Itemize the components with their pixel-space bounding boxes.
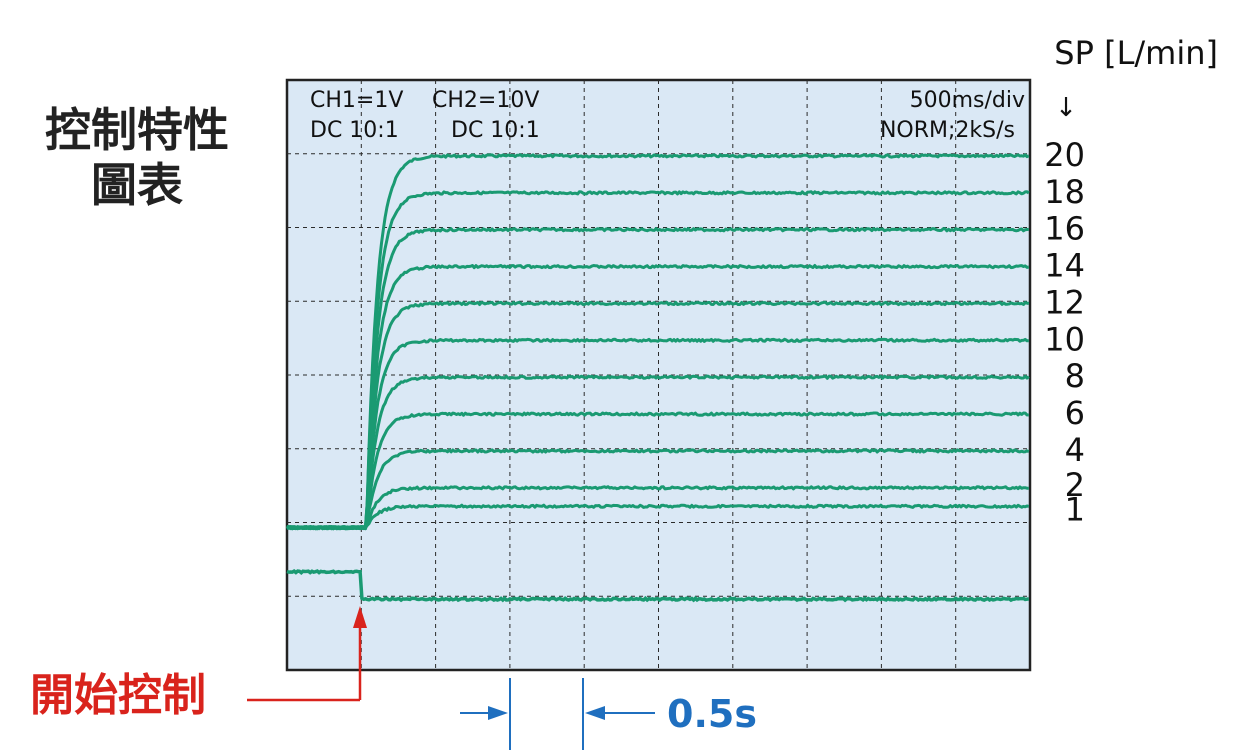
ch2-coupling: DC 10:1 <box>451 118 540 143</box>
trace-sp-12 <box>286 300 1030 531</box>
series-label-8: 8 <box>1065 357 1085 395</box>
trace-sp-20 <box>286 153 1030 531</box>
sample-mode-label: NORM;2kS/s <box>880 118 1015 143</box>
left-arrow-icon <box>585 706 605 720</box>
series-label-1: 1 <box>1065 490 1085 528</box>
timebase-label: 500ms/div <box>910 88 1025 113</box>
trace-sp-14 <box>286 264 1030 531</box>
chart-title-line-1: 控制特性 <box>45 103 229 157</box>
chart-title-line-2: 圖表 <box>91 158 183 212</box>
trigger-trace <box>286 569 1030 603</box>
trace-sp-6 <box>286 411 1029 531</box>
trace-sp-4 <box>286 448 1030 531</box>
series-label-4: 4 <box>1065 431 1085 469</box>
series-label-14: 14 <box>1044 247 1085 285</box>
ch2-scale: CH2=10V <box>432 88 539 113</box>
series-label-20: 20 <box>1044 136 1085 174</box>
flow-traces <box>285 153 1030 531</box>
series-label-18: 18 <box>1044 173 1085 211</box>
right-arrow-icon <box>488 706 508 720</box>
time-span-annotation <box>460 678 655 750</box>
trigger-line <box>286 569 1030 603</box>
trace-sp-8 <box>285 374 1030 531</box>
y-axis-arrow: ↓ <box>1055 93 1077 123</box>
ch1-coupling: DC 10:1 <box>310 118 399 143</box>
start-control-label: 開始控制 <box>30 670 206 721</box>
series-label-16: 16 <box>1044 210 1085 248</box>
trace-sp-18 <box>286 190 1030 531</box>
time-span-label: 0.5s <box>667 692 757 736</box>
ch1-scale: CH1=1V <box>310 88 403 113</box>
trace-sp-1 <box>286 503 1030 531</box>
series-label-6: 6 <box>1065 394 1085 432</box>
start-control-annotation <box>247 606 367 702</box>
series-label-12: 12 <box>1044 283 1085 321</box>
start-arrow-icon <box>353 606 367 628</box>
trace-sp-2 <box>286 485 1029 531</box>
trace-sp-16 <box>286 227 1029 531</box>
trace-sp-10 <box>286 337 1029 531</box>
y-axis-label: SP [L/min] <box>1054 34 1218 72</box>
series-label-2: 2 <box>1065 466 1085 504</box>
series-label-10: 10 <box>1044 320 1085 358</box>
